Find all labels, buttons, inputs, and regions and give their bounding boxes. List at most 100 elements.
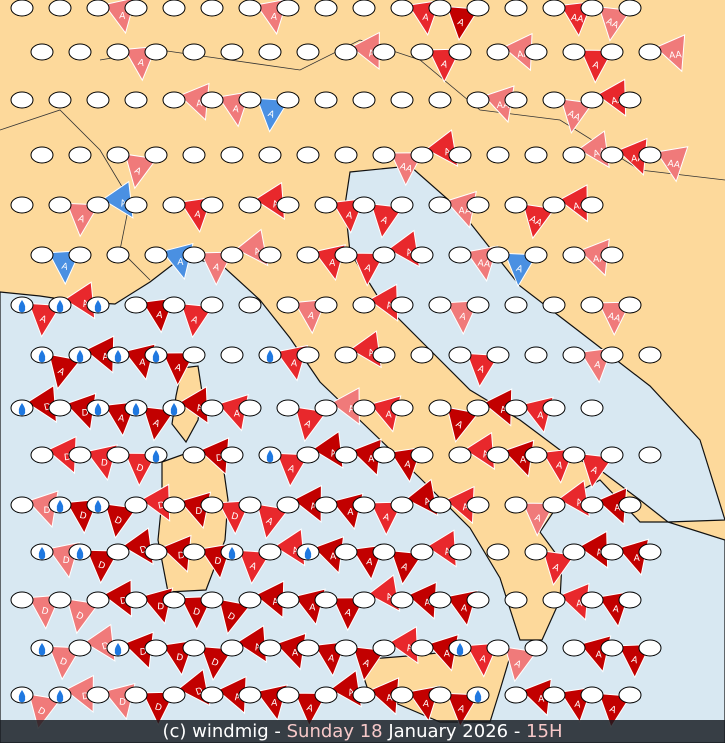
station-ellipse — [410, 43, 434, 61]
wind-flag-triangle — [200, 646, 234, 682]
station-ellipse — [162, 91, 186, 109]
wind-station: A — [162, 385, 209, 425]
wind-flag-label: A — [533, 513, 543, 525]
station-ellipse — [238, 496, 262, 514]
wind-flag-label: D — [40, 606, 49, 617]
wind-station: A — [334, 639, 386, 682]
wind-flag-label: D — [74, 611, 85, 623]
station-ellipse — [542, 0, 566, 17]
wind-station — [10, 91, 34, 109]
wind-flag-label: A — [287, 464, 297, 476]
wind-flag: A — [446, 692, 480, 728]
copyright: (c) windmig - — [162, 721, 287, 742]
wind-flag: A — [580, 453, 614, 489]
wind-flag-label: A — [386, 300, 395, 311]
rain-drop-icon — [152, 450, 160, 463]
wind-flag-label: AA — [477, 259, 492, 271]
station-ellipse — [200, 296, 224, 314]
station-ellipse — [258, 146, 282, 164]
wind-flag: A — [390, 550, 424, 586]
station-ellipse — [372, 246, 396, 264]
wind-station — [638, 639, 662, 657]
wind-flag-label: A — [234, 409, 241, 419]
wind-flag-triangle — [446, 406, 480, 443]
station-ellipse — [238, 296, 262, 314]
wind-station: A — [428, 0, 480, 42]
wind-flag-label: D — [195, 507, 202, 517]
station-ellipse — [68, 246, 92, 264]
station-ellipse — [542, 591, 566, 609]
station-ellipse — [220, 146, 244, 164]
wind-flag-triangle — [142, 406, 176, 442]
wind-flag-label: AA — [667, 159, 682, 171]
station-ellipse — [314, 496, 338, 514]
station-ellipse — [334, 446, 358, 464]
wind-flag-label: D — [79, 511, 88, 522]
wind-station — [124, 91, 148, 109]
wind-flag: A — [542, 550, 576, 587]
wind-station: D — [10, 384, 58, 424]
wind-flag-label: D — [119, 697, 127, 707]
wind-station — [144, 446, 168, 464]
wind-flag-label: A — [248, 561, 258, 573]
wind-station — [314, 0, 338, 17]
wind-flag-label: A — [386, 693, 394, 704]
wind-flag-label: A — [367, 348, 377, 360]
wind-flag-label: A — [139, 358, 147, 369]
wind-station — [580, 399, 604, 417]
wind-flag-label: D — [82, 409, 89, 419]
wind-flag-label: A — [589, 465, 600, 477]
station-ellipse — [638, 639, 662, 657]
station-ellipse — [220, 246, 244, 264]
station-ellipse — [334, 43, 358, 61]
wind-station — [466, 496, 490, 514]
station-ellipse — [618, 686, 642, 704]
wind-flag-triangle — [238, 549, 272, 585]
wind-flag-label: A — [612, 604, 620, 615]
wind-flag: AA — [522, 203, 556, 240]
wind-station — [524, 346, 548, 364]
rain-drop-icon — [114, 350, 122, 363]
wind-station — [314, 91, 338, 109]
wind-station — [638, 346, 662, 364]
rain-drop-icon — [56, 690, 64, 703]
wind-flag-label: A — [60, 262, 69, 273]
wind-station: A — [486, 639, 538, 683]
wind-flag: A — [504, 646, 538, 683]
wind-flag-label: A — [266, 109, 276, 121]
station-ellipse — [638, 543, 662, 561]
wind-flag-label: A — [77, 214, 87, 226]
wind-station: A — [372, 543, 424, 586]
wind-station — [618, 686, 642, 704]
wind-station: A — [352, 196, 404, 239]
rain-drop-icon — [76, 350, 84, 363]
wind-station: D — [86, 579, 132, 618]
station-ellipse — [542, 496, 566, 514]
station-ellipse — [334, 146, 358, 164]
wind-station — [504, 591, 528, 609]
station-ellipse — [10, 196, 34, 214]
station-ellipse — [334, 639, 358, 657]
station-ellipse — [124, 196, 148, 214]
wind-station — [638, 543, 662, 561]
station-ellipse — [352, 591, 376, 609]
wind-station — [48, 0, 72, 17]
rain-drop-icon — [76, 547, 84, 560]
rain-drop-icon — [304, 547, 312, 560]
wind-flag-label: D — [96, 560, 106, 572]
wind-flag-label: A — [385, 592, 395, 604]
station-ellipse — [486, 639, 510, 657]
wind-station: A — [220, 543, 272, 585]
station-ellipse — [580, 196, 604, 214]
wind-flag-triangle — [560, 98, 594, 135]
wind-station — [10, 196, 34, 214]
wind-station — [600, 246, 624, 264]
station-ellipse — [390, 591, 414, 609]
wind-flag-label: A — [151, 418, 162, 430]
wind-flag-triangle — [598, 693, 632, 729]
wind-station: A — [580, 686, 632, 729]
wind-station: A — [30, 346, 82, 390]
station-ellipse — [618, 296, 642, 314]
wind-flag: AA — [598, 6, 632, 42]
station-ellipse — [106, 146, 130, 164]
